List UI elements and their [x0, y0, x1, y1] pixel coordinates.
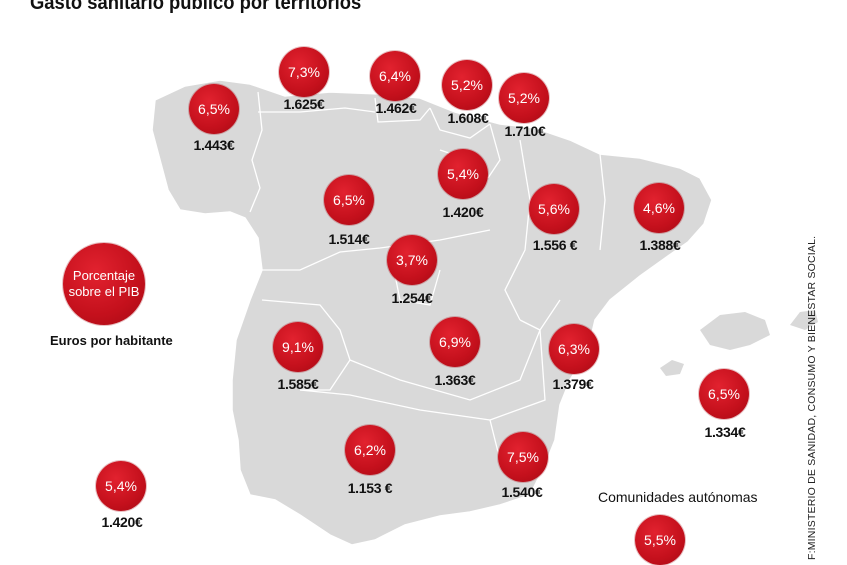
baleares-shape-3 [660, 360, 684, 376]
legend-bubble-line1: Porcentaje [72, 267, 136, 283]
bubble-pib: 6,5% [324, 175, 374, 225]
bubble-pib: 6,4% [370, 51, 420, 101]
bubble-pib: 6,5% [189, 84, 239, 134]
bubble-pib: 3,7% [387, 235, 437, 285]
euro-label: 1.420€ [442, 204, 484, 220]
border-cantabria [374, 97, 431, 123]
border-navarra [487, 123, 501, 179]
euro-label: 1.388€ [639, 237, 681, 253]
bubble-pib: 6,3% [549, 324, 599, 374]
bubble-pib: 4,6% [634, 183, 684, 233]
euro-label: 1.556 € [532, 237, 578, 253]
bubble-pib: 6,5% [699, 369, 749, 419]
source-credit: F:MINISTERIO DE SANIDAD, CONSUMO Y BIENE… [806, 235, 818, 560]
euro-label: 1.363€ [434, 372, 476, 388]
bubble-pib: 6,2% [345, 425, 395, 475]
euro-label: 1.153 € [347, 480, 393, 496]
bubble-pib: 5,2% [442, 60, 492, 110]
border-paisvasco [429, 107, 491, 139]
border-castilla-leon [262, 229, 491, 271]
border-aragon [504, 139, 531, 321]
border-extremadura [261, 299, 351, 391]
legend-bubble: Porcentaje sobre el PIB [63, 243, 145, 325]
euro-label: 1.379€ [552, 376, 594, 392]
border-cataluna [599, 153, 606, 251]
comunidades-label: Comunidades autónomas [598, 489, 758, 505]
bubble-pib: 5,5% [635, 515, 685, 565]
legend-euros-label: Euros por habitante [50, 333, 173, 348]
euro-label: 1.254€ [391, 290, 433, 306]
euro-label: 1.443€ [193, 137, 235, 153]
euro-label: 1.514€ [328, 231, 370, 247]
baleares-shape [700, 312, 770, 350]
euro-label: 1.420€ [101, 514, 143, 530]
border-andalucia [299, 389, 491, 421]
euro-label: 1.540€ [501, 484, 543, 500]
bubble-pib: 9,1% [273, 322, 323, 372]
bubble-pib: 7,3% [279, 47, 329, 97]
bubble-pib: 5,6% [529, 184, 579, 234]
border-valencia [489, 299, 561, 421]
euro-label: 1.608€ [447, 110, 489, 126]
euro-label: 1.462€ [375, 100, 417, 116]
legend-bubble-line2: sobre el PIB [68, 284, 140, 299]
bubble-pib: 7,5% [498, 432, 548, 482]
border-asturias [258, 107, 376, 113]
baleares-shape-2 [790, 310, 818, 330]
euro-label: 1.625€ [283, 96, 325, 112]
euro-label: 1.334€ [704, 424, 746, 440]
peninsula-shape [151, 79, 713, 546]
bubble-pib: 5,4% [96, 461, 146, 511]
euro-label: 1.710€ [504, 123, 546, 139]
border-galicia [249, 91, 263, 213]
bubble-pib: 5,4% [438, 149, 488, 199]
page-title: Gasto sanitario público por territorios [30, 0, 362, 14]
bubble-pib: 6,9% [430, 317, 480, 367]
bubble-pib: 5,2% [499, 73, 549, 123]
euro-label: 1.585€ [277, 376, 319, 392]
border-castilla-mancha [349, 319, 541, 401]
